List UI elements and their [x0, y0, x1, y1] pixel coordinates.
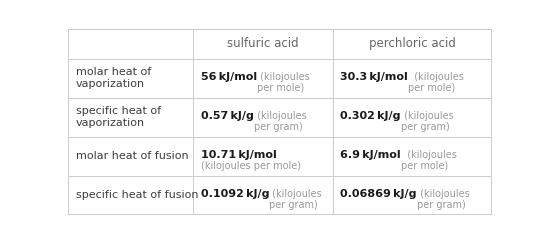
Text: 10.71 kJ/mol: 10.71 kJ/mol [201, 149, 276, 160]
Text: (kilojoules
per gram): (kilojoules per gram) [253, 111, 306, 132]
Text: molar heat of fusion: molar heat of fusion [76, 151, 188, 161]
Text: sulfuric acid: sulfuric acid [227, 37, 299, 50]
Text: 0.57 kJ/g: 0.57 kJ/g [201, 111, 253, 120]
Text: 0.302 kJ/g: 0.302 kJ/g [340, 111, 401, 120]
Text: (kilojoules
per mole): (kilojoules per mole) [257, 72, 310, 93]
Text: molar heat of
vaporization: molar heat of vaporization [76, 67, 151, 89]
Text: 30.3 kJ/mol: 30.3 kJ/mol [340, 72, 408, 82]
Text: specific heat of
vaporization: specific heat of vaporization [76, 106, 161, 128]
Text: specific heat of fusion: specific heat of fusion [76, 190, 198, 200]
Text: 6.9 kJ/mol: 6.9 kJ/mol [340, 149, 401, 160]
Text: (kilojoules
per gram): (kilojoules per gram) [417, 188, 470, 210]
Text: 0.1092 kJ/g: 0.1092 kJ/g [201, 188, 269, 199]
Text: perchloric acid: perchloric acid [369, 37, 455, 50]
Text: (kilojoules
per mole): (kilojoules per mole) [401, 149, 457, 171]
Text: (kilojoules
per gram): (kilojoules per gram) [401, 111, 454, 132]
Text: 0.06869 kJ/g: 0.06869 kJ/g [340, 188, 417, 199]
Text: (kilojoules
per gram): (kilojoules per gram) [269, 188, 322, 210]
Text: (kilojoules per mole): (kilojoules per mole) [201, 161, 301, 171]
Text: 56 kJ/mol: 56 kJ/mol [201, 72, 257, 82]
Text: (kilojoules
per mole): (kilojoules per mole) [408, 72, 464, 93]
